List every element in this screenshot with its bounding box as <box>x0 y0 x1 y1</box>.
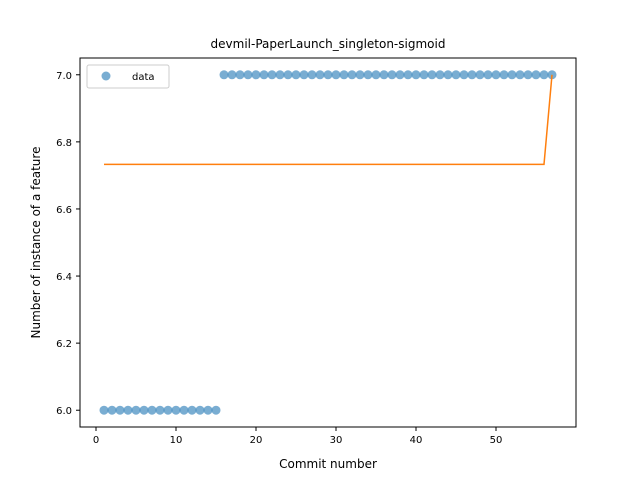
data-point <box>227 70 237 80</box>
data-point <box>459 70 469 80</box>
data-point <box>507 70 517 80</box>
x-tick-label: 20 <box>250 435 263 446</box>
x-tick-label: 30 <box>330 435 343 446</box>
data-point <box>179 405 189 415</box>
data-point <box>539 70 549 80</box>
data-point <box>115 405 125 415</box>
data-point <box>139 405 149 415</box>
data-point <box>131 405 141 415</box>
data-point <box>307 70 317 80</box>
x-tick-label: 50 <box>490 435 503 446</box>
plot-area <box>99 70 557 415</box>
y-axis: 6.0 6.2 6.4 6.6 6.8 7.0 <box>56 71 80 417</box>
data-point <box>275 70 285 80</box>
x-tick-label: 0 <box>93 435 99 446</box>
y-axis-title: Number of instance of a feature <box>29 147 43 339</box>
data-point <box>211 405 221 415</box>
data-point <box>315 70 325 80</box>
data-point <box>219 70 229 80</box>
data-point <box>163 405 173 415</box>
data-point <box>155 405 165 415</box>
data-point <box>267 70 277 80</box>
chart-title: devmil-PaperLaunch_singleton-sigmoid <box>211 37 446 51</box>
legend-label-data: data <box>132 72 155 83</box>
data-point <box>363 70 373 80</box>
legend: data <box>86 64 170 89</box>
y-tick-label: 6.6 <box>56 205 72 216</box>
data-point <box>419 70 429 80</box>
data-point <box>371 70 381 80</box>
data-point <box>483 70 493 80</box>
data-point <box>123 405 133 415</box>
data-point <box>147 405 157 415</box>
legend-box <box>86 64 170 89</box>
data-point <box>99 405 109 415</box>
data-point <box>387 70 397 80</box>
data-point <box>531 70 541 80</box>
data-point <box>395 70 405 80</box>
y-tick-label: 6.4 <box>56 272 72 283</box>
data-point <box>299 70 309 80</box>
data-point <box>259 70 269 80</box>
data-point <box>443 70 453 80</box>
data-point <box>339 70 349 80</box>
data-point <box>379 70 389 80</box>
x-tick-label: 10 <box>170 435 183 446</box>
data-point <box>331 70 341 80</box>
data-point <box>187 405 197 415</box>
data-point <box>523 70 533 80</box>
data-point <box>355 70 365 80</box>
fit-line <box>104 74 553 166</box>
data-point <box>467 70 477 80</box>
data-point <box>203 405 213 415</box>
data-point <box>107 405 117 415</box>
data-point <box>347 70 357 80</box>
y-tick-label: 7.0 <box>56 71 72 82</box>
data-point <box>403 70 413 80</box>
data-point <box>291 70 301 80</box>
plot-frame <box>79 57 577 428</box>
x-tick-label: 40 <box>410 435 423 446</box>
data-point <box>323 70 333 80</box>
y-tick-label: 6.2 <box>56 339 72 350</box>
data-point <box>515 70 525 80</box>
legend-marker-data <box>101 71 111 81</box>
data-point <box>435 70 445 80</box>
data-point <box>491 70 501 80</box>
x-axis: 0 10 20 30 40 50 <box>93 427 503 446</box>
data-point <box>243 70 253 80</box>
data-point <box>451 70 461 80</box>
data-point <box>283 70 293 80</box>
y-tick-label: 6.8 <box>56 138 72 149</box>
data-point <box>235 70 245 80</box>
data-point <box>195 405 205 415</box>
data-point <box>499 70 509 80</box>
data-point <box>171 405 181 415</box>
x-axis-title: Commit number <box>279 457 377 471</box>
data-point <box>427 70 437 80</box>
y-tick-label: 6.0 <box>56 406 72 417</box>
data-point <box>475 70 485 80</box>
data-point <box>411 70 421 80</box>
data-point <box>251 70 261 80</box>
